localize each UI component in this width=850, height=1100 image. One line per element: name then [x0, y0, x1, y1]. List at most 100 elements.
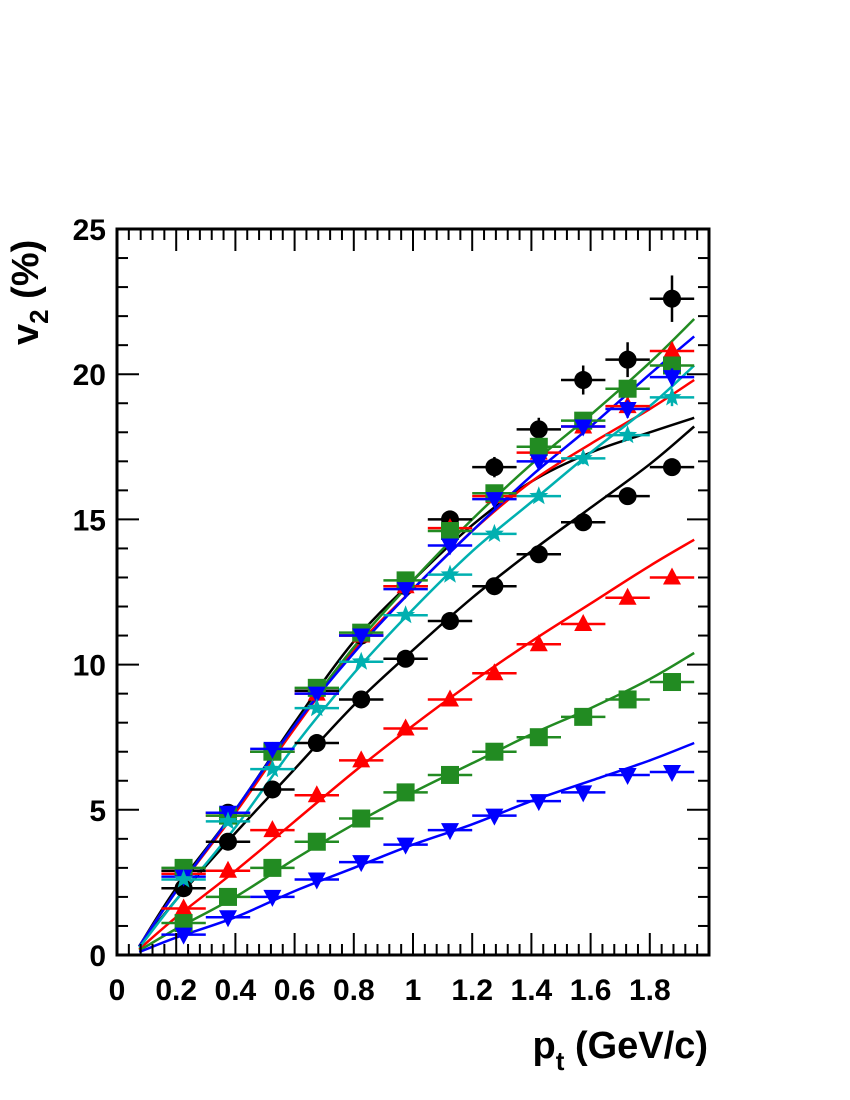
data-point: [516, 417, 561, 441]
marker-square: [618, 690, 637, 709]
data-point: [472, 663, 517, 681]
data-point: [649, 275, 695, 322]
marker-circle: [574, 371, 593, 390]
marker-triangle-up: [529, 634, 548, 652]
y-tick-label: 0: [89, 940, 106, 973]
marker-circle: [618, 487, 637, 506]
marker-square: [174, 914, 193, 933]
marker-star: [174, 869, 194, 888]
marker-circle: [485, 577, 504, 596]
data-point: [294, 872, 339, 890]
marker-triangle-down: [307, 686, 326, 704]
x-tick-label: 0.8: [333, 974, 375, 1007]
data-point: [205, 860, 251, 878]
data-point: [339, 651, 384, 670]
data-point: [250, 858, 295, 877]
data-point: [516, 486, 561, 505]
x-tick-label: 1: [405, 974, 422, 1007]
marker-triangle-down: [485, 808, 504, 826]
data-point: [649, 387, 695, 407]
data-point: [383, 649, 428, 668]
y-axis-label-sub: 2: [24, 309, 54, 323]
y-axis-label-main: v: [5, 324, 47, 345]
marker-square: [396, 783, 415, 802]
data-point: [649, 765, 695, 783]
data-point: [427, 612, 473, 631]
marker-triangle-down: [574, 785, 593, 803]
x-axis-label-unit: (GeV/c): [564, 1025, 708, 1067]
marker-star: [396, 605, 416, 624]
marker-triangle-down: [529, 794, 548, 812]
data-point: [250, 759, 295, 778]
marker-triangle-down: [352, 855, 371, 873]
marker-star: [662, 387, 682, 406]
marker-triangle-down: [663, 765, 681, 783]
data-point: [383, 837, 428, 855]
y-tick-label: 5: [89, 795, 106, 828]
marker-square: [618, 379, 637, 398]
marker-triangle-down: [529, 454, 548, 472]
data-point: [605, 587, 650, 605]
data-point: [205, 910, 251, 928]
marker-triangle-down: [307, 872, 326, 890]
marker-triangle-up: [441, 689, 459, 707]
marker-square: [307, 832, 326, 851]
data-point: [294, 698, 339, 717]
marker-circle: [574, 513, 593, 532]
marker-star: [440, 564, 460, 583]
marker-star: [529, 486, 549, 505]
data-point: [605, 487, 650, 506]
marker-triangle-up: [307, 785, 326, 803]
marker-triangle-down: [219, 910, 237, 928]
data-point: [516, 454, 561, 472]
data-point: [427, 564, 473, 583]
data-point: [427, 522, 473, 541]
model-curve-2: [138, 538, 695, 951]
marker-star: [262, 759, 282, 778]
marker-square: [485, 742, 504, 761]
data-point: [472, 742, 517, 761]
data-point: [250, 780, 295, 799]
series-1: [161, 458, 695, 898]
marker-triangle-down: [574, 419, 593, 437]
data-point: [649, 567, 695, 585]
y-tick-label: 15: [73, 504, 106, 537]
data-point: [339, 628, 384, 646]
data-point: [205, 832, 251, 851]
marker-square: [263, 858, 282, 877]
x-tick-label: 0.4: [215, 974, 257, 1007]
data-point: [561, 513, 606, 532]
data-point: [516, 728, 561, 747]
data-point: [605, 342, 650, 378]
marker-triangle-down: [441, 823, 459, 841]
marker-triangle-down: [396, 837, 415, 855]
data-point: [294, 832, 339, 851]
marker-circle: [485, 458, 504, 477]
data-point: [516, 545, 561, 564]
series-8: [161, 368, 695, 887]
data-point: [516, 634, 561, 652]
series-9: [161, 387, 695, 888]
y-axis-label: v2 (%): [5, 240, 54, 345]
data-point: [472, 577, 517, 596]
data-point: [161, 869, 206, 888]
data-point: [472, 523, 517, 542]
data-point: [605, 690, 650, 709]
marker-triangle-up: [663, 340, 681, 358]
data-point: [339, 750, 384, 768]
x-tick-label: 1.6: [570, 974, 612, 1007]
data-point: [383, 783, 428, 802]
data-point: [561, 448, 606, 467]
marker-triangle-up: [574, 613, 593, 631]
data-point: [427, 823, 473, 841]
marker-circle: [529, 420, 548, 439]
x-axis-label: pt (GeV/c): [533, 1025, 709, 1076]
data-point: [427, 765, 473, 784]
data-point: [205, 811, 251, 830]
marker-square: [352, 809, 371, 828]
x-axis-label-main: p: [533, 1025, 556, 1067]
data-point: [161, 898, 206, 916]
marker-circle: [396, 649, 415, 668]
marker-triangle-down: [263, 741, 282, 759]
model-curve-8: [138, 335, 696, 947]
